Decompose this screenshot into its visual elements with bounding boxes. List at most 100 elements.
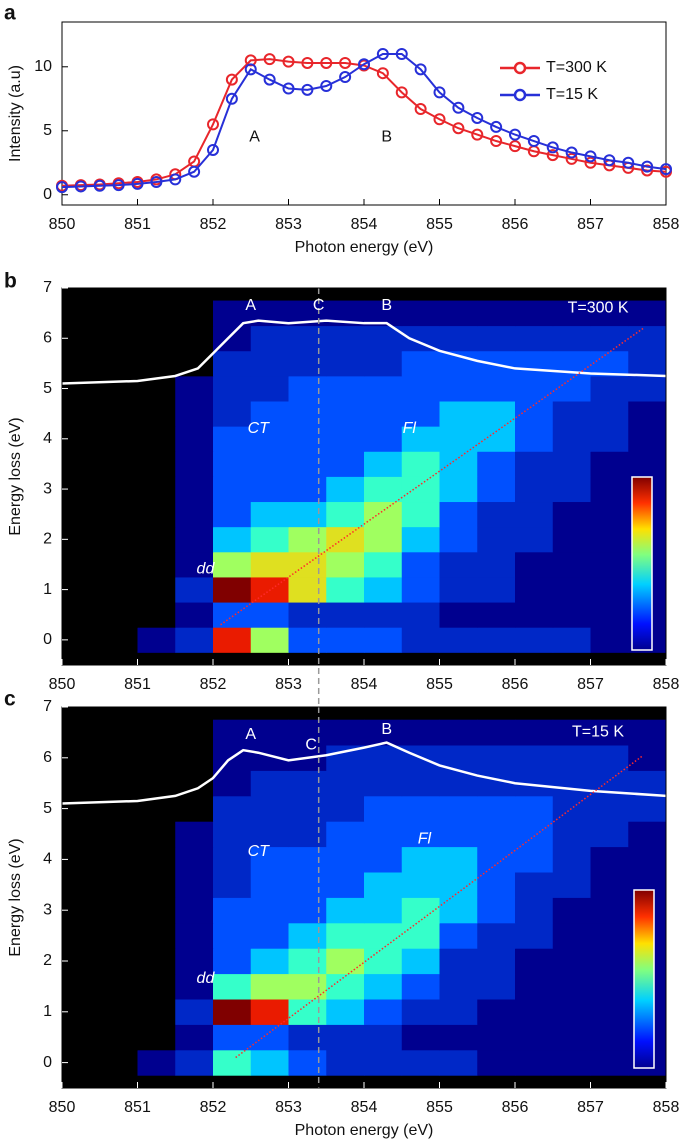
heatmap-cell <box>552 897 591 924</box>
heatmap-cell <box>213 401 252 427</box>
x-tick-label: 852 <box>200 676 227 693</box>
x-tick-label: 857 <box>577 216 604 233</box>
data-point <box>112 179 125 192</box>
data-point <box>414 103 427 116</box>
heatmap-cell <box>175 846 214 873</box>
heatmap-cell <box>137 526 176 553</box>
heatmap-cell <box>137 325 176 352</box>
heatmap-cell <box>288 1049 327 1076</box>
heatmap-cell <box>590 1049 629 1076</box>
heatmap-cell <box>137 897 176 924</box>
heatmap-cell <box>326 922 365 949</box>
heatmap-cell <box>137 745 176 771</box>
heatmap-cell <box>326 627 365 653</box>
plot-area <box>62 707 666 1088</box>
heatmap-cell <box>250 846 289 873</box>
heatmap-cell <box>62 602 101 628</box>
annotation: B <box>381 297 392 314</box>
colorbar <box>631 476 653 651</box>
heatmap-cell <box>62 476 101 503</box>
data-point <box>244 54 257 67</box>
heatmap-cell <box>439 973 478 1000</box>
heatmap-cell <box>62 745 101 771</box>
annotation: CT <box>248 843 271 860</box>
heatmap-cell <box>364 770 403 797</box>
heatmap-cell <box>401 821 440 848</box>
heatmap-cell <box>590 1024 629 1051</box>
heatmap-cell <box>99 999 138 1025</box>
heatmap-cell <box>439 719 478 746</box>
heatmap-cell <box>364 627 403 653</box>
heatmap-cell <box>99 627 138 653</box>
x-tick-label: 858 <box>653 216 680 233</box>
heatmap-cell <box>590 501 629 528</box>
heatmap-cell <box>552 948 591 975</box>
data-point <box>376 47 389 60</box>
heatmap-cell <box>515 795 554 822</box>
annotation: Fl <box>403 420 417 437</box>
x-tick-label: 854 <box>351 216 378 233</box>
heatmap-cell <box>175 551 214 578</box>
heatmap-cell <box>401 426 440 452</box>
heatmap-cell <box>439 526 478 553</box>
heatmap-cell <box>288 897 327 924</box>
heatmap-cell <box>401 719 440 746</box>
y-tick-label: 4 <box>43 430 52 447</box>
heatmap-cell <box>364 821 403 848</box>
heatmap-cell <box>515 872 554 898</box>
heatmap-cell <box>288 795 327 822</box>
data-point <box>509 128 521 141</box>
heatmap-cell <box>477 1049 516 1076</box>
heatmap-cell <box>326 551 365 578</box>
heatmap-cell <box>477 451 516 477</box>
heatmap-cell <box>288 476 327 503</box>
heatmap-cell <box>175 745 214 771</box>
heatmap-cell <box>515 745 554 771</box>
heatmap-cell <box>99 922 138 949</box>
heatmap-cell <box>628 795 666 822</box>
heatmap-cell <box>326 577 365 603</box>
heatmap-cell <box>401 300 440 327</box>
heatmap-cell <box>62 1024 101 1051</box>
heatmap-cell <box>515 627 554 653</box>
y-tick-label: 3 <box>43 480 52 497</box>
heatmap-cell <box>99 551 138 578</box>
y-tick-label: 6 <box>43 329 52 346</box>
heatmap-cell <box>401 795 440 822</box>
heatmap-cell <box>99 451 138 477</box>
data-point <box>603 154 616 167</box>
heatmap-cell <box>326 795 365 822</box>
heatmap-cell <box>62 627 101 653</box>
heatmap-cell <box>590 897 629 924</box>
x-tick-label: 850 <box>49 1099 76 1116</box>
heatmap-cell <box>175 375 214 402</box>
y-tick-label: 6 <box>43 749 52 766</box>
panel-letter: c <box>4 688 16 711</box>
y-tick-label: 5 <box>43 800 52 817</box>
heatmap-cell <box>590 627 629 653</box>
heatmap-cell <box>62 501 101 528</box>
heatmap-cell <box>213 476 252 503</box>
heatmap-cell <box>439 1049 478 1076</box>
y-tick-label: 5 <box>43 380 52 397</box>
heatmap-cell <box>515 325 554 352</box>
heatmap-cell <box>250 922 289 949</box>
heatmap-cell <box>175 426 214 452</box>
heatmap-cell <box>515 501 554 528</box>
heatmap-cell <box>62 872 101 898</box>
heatmap-cell <box>401 551 440 578</box>
heatmap-cell <box>364 948 403 975</box>
heatmap-cell <box>213 1024 252 1051</box>
heatmap-cell <box>515 973 554 1000</box>
y-tick-label: 4 <box>43 851 52 868</box>
heatmap-cell <box>175 577 214 603</box>
heatmap-cell <box>62 897 101 924</box>
heatmap-cell <box>515 897 554 924</box>
heatmap-cell <box>288 1024 327 1051</box>
data-point <box>471 111 484 124</box>
y-axis-label: Energy loss (eV) <box>7 417 24 535</box>
heatmap-cell <box>515 922 554 949</box>
heatmap-cell <box>401 770 440 797</box>
heatmap-cell <box>477 602 516 628</box>
heatmap-cell <box>590 973 629 1000</box>
